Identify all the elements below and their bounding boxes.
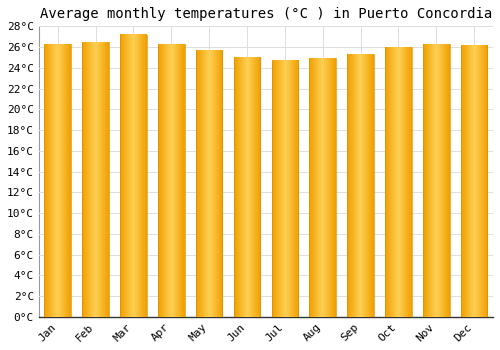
- Title: Average monthly temperatures (°C ) in Puerto Concordia: Average monthly temperatures (°C ) in Pu…: [40, 7, 492, 21]
